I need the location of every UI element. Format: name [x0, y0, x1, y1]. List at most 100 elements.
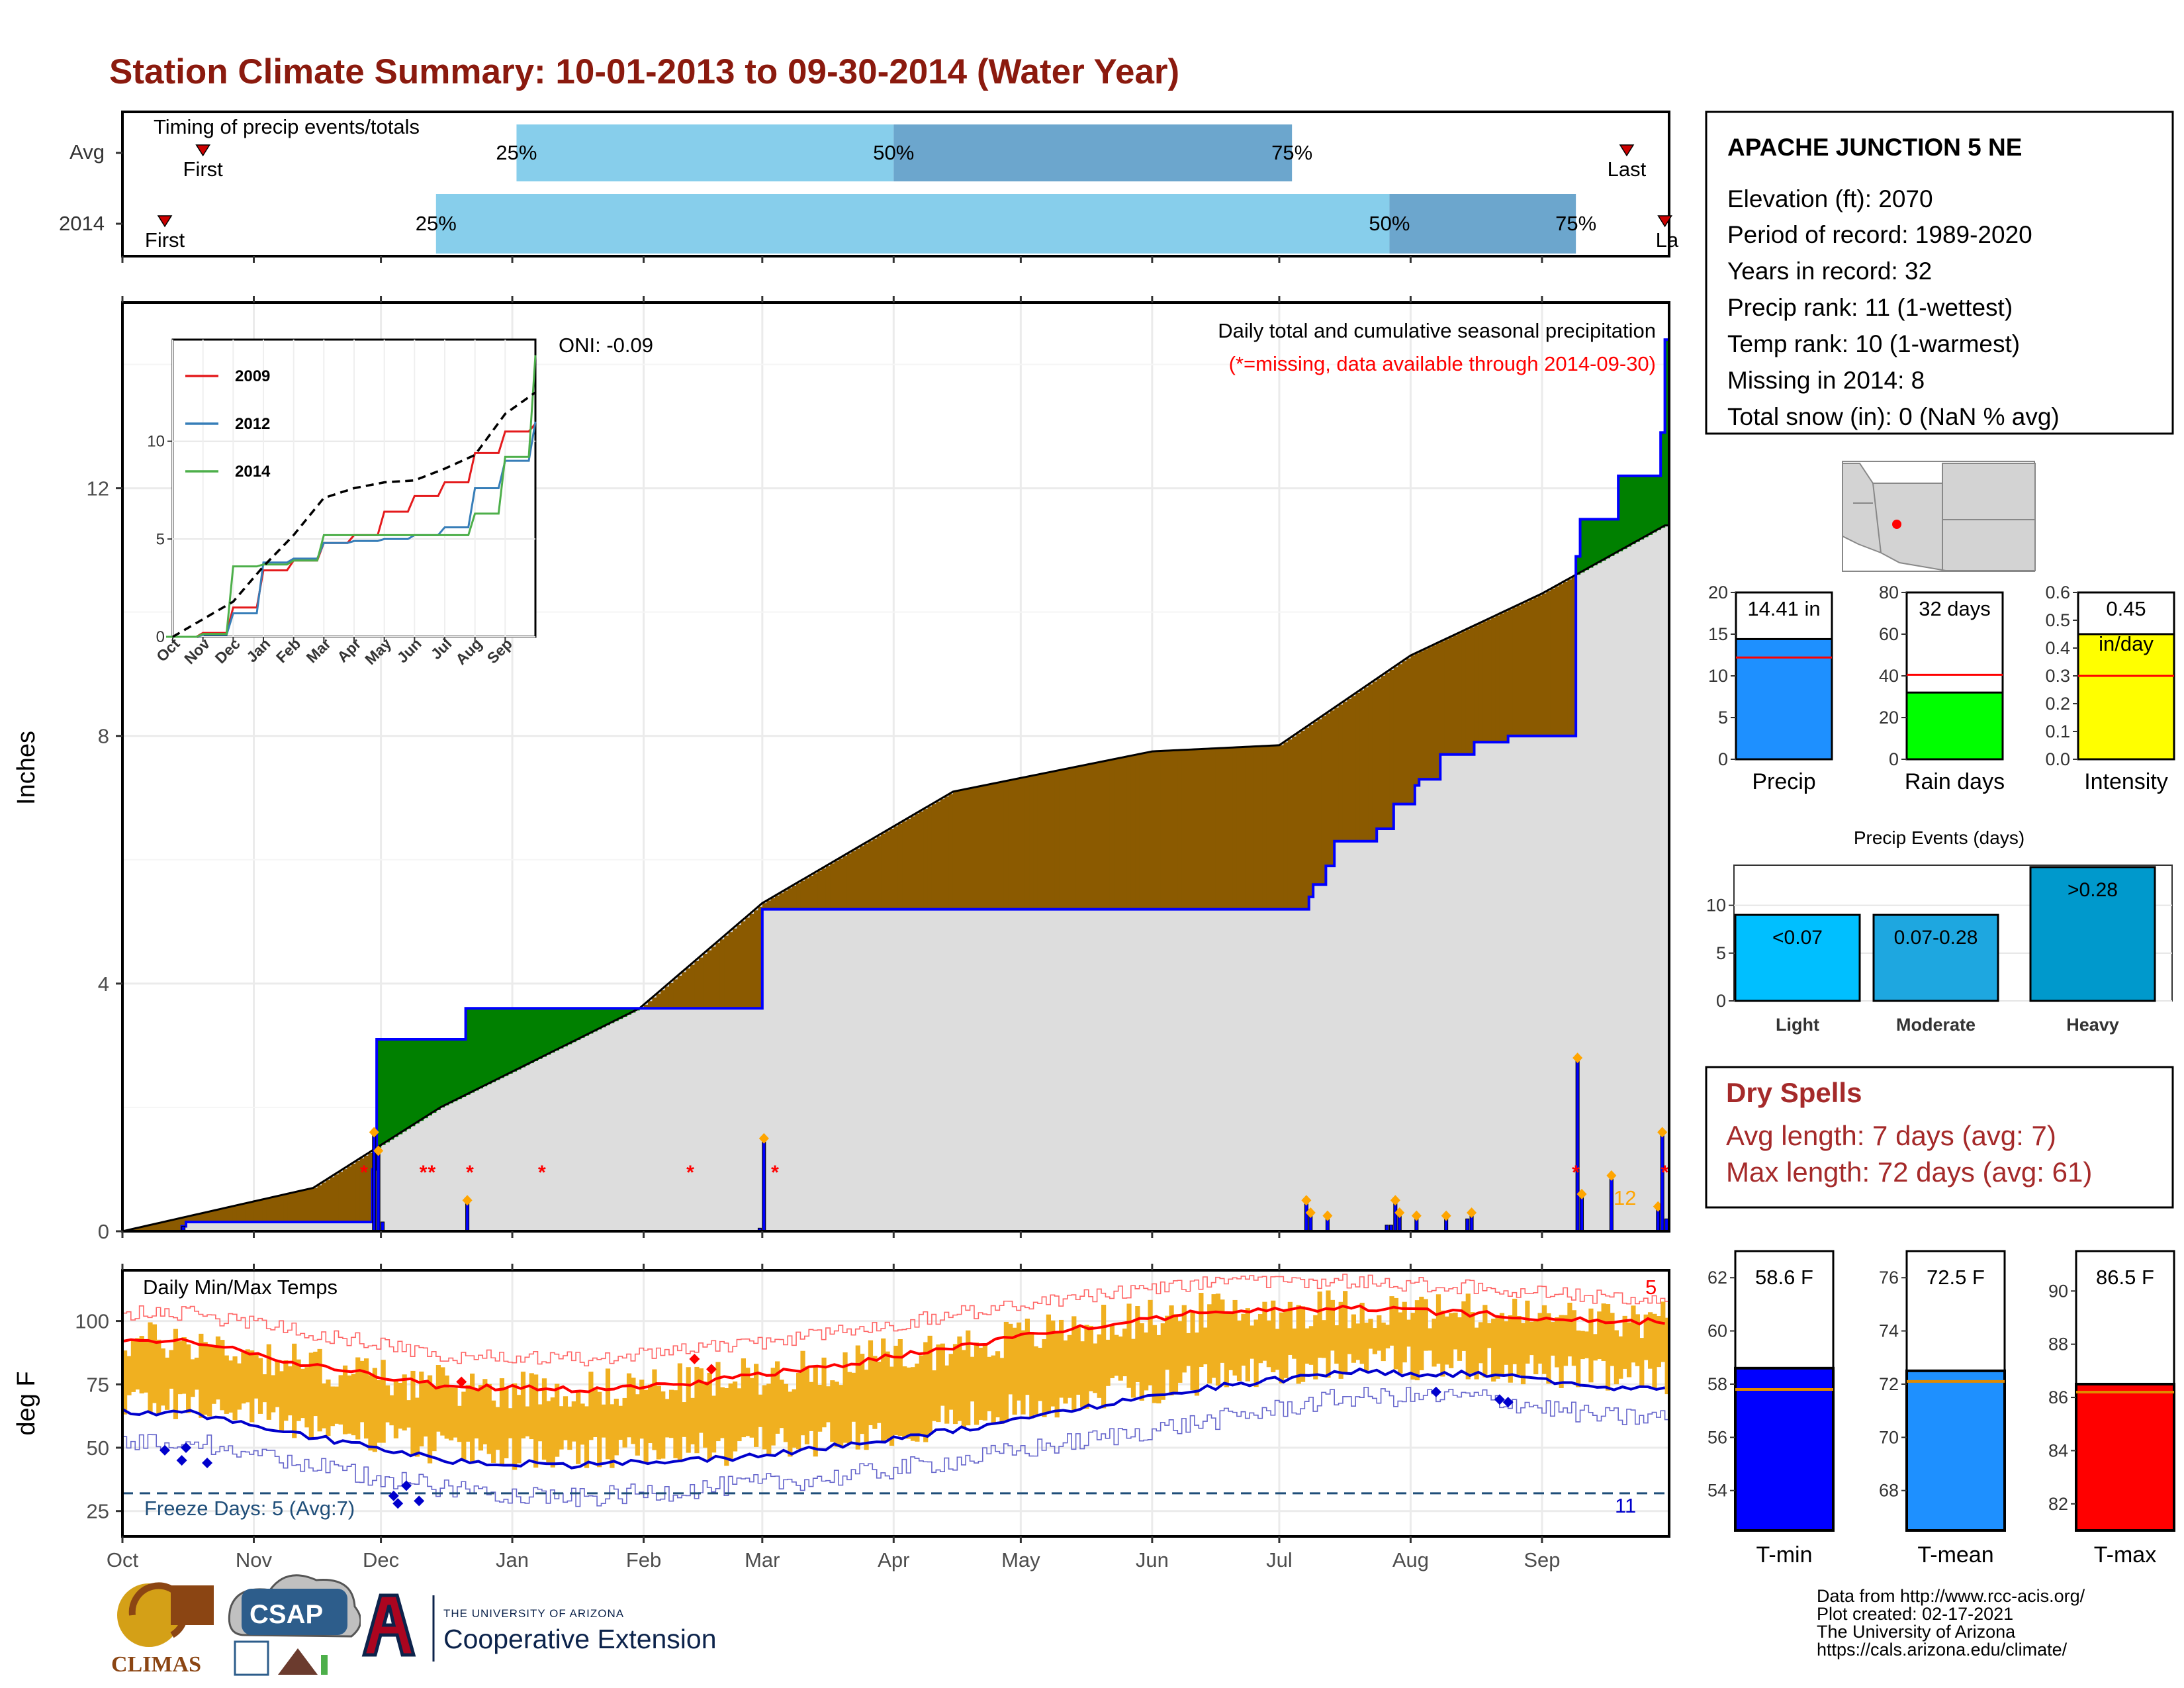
precip-anomaly-slice [190, 1215, 195, 1222]
daily-temp-bar [1194, 1332, 1200, 1396]
daily-temp-bar [809, 1382, 814, 1431]
precip-anomaly-slice [461, 1039, 467, 1098]
daily-temp-bar [779, 1380, 784, 1429]
precip-anomaly-slice [228, 1207, 234, 1222]
precip-anomaly-slice [580, 1008, 585, 1038]
precip-anomaly-slice [800, 880, 805, 910]
daily-temp-bar [999, 1358, 1005, 1424]
daily-temp-bar [1029, 1332, 1034, 1419]
daily-temp-bar [520, 1372, 526, 1438]
temp-bar-ytick-label: 68 [1879, 1481, 1899, 1501]
daily-temp-bar [1101, 1305, 1107, 1409]
daily-temp-bar [839, 1385, 844, 1446]
precip-anomaly-slice [715, 943, 721, 1009]
daily-temp-bar [682, 1402, 687, 1437]
daily-temp-bar [864, 1370, 869, 1450]
daily-temp-bar [1080, 1341, 1085, 1407]
precip-anomaly-slice [1135, 755, 1140, 910]
daily-temp-bar [885, 1351, 890, 1440]
precip-anomaly-slice [732, 928, 737, 1009]
daily-precip-bar [762, 1138, 766, 1232]
daily-temp-bar [1071, 1316, 1077, 1411]
daily-temp-bar [351, 1374, 356, 1436]
daily-temp-bar [715, 1362, 721, 1442]
precip-anomaly-slice [999, 782, 1005, 910]
temp-bar-ytick-label: 84 [2048, 1440, 2068, 1460]
precip-anomaly-slice [1271, 745, 1276, 910]
daily-temp-bar [262, 1374, 267, 1403]
daily-temp-bar [1203, 1327, 1208, 1365]
daily-temp-bar [804, 1366, 810, 1444]
precip-anomaly-slice [541, 1008, 547, 1057]
precip-anomaly-slice [220, 1209, 225, 1222]
precip-anomaly-slice [546, 1008, 551, 1055]
precip-anomaly-slice [1186, 749, 1191, 910]
daily-temp-bar [902, 1366, 907, 1438]
daily-temp-bar [1088, 1325, 1094, 1391]
mini-bar-ytick-label: 0.6 [2045, 583, 2070, 602]
daily-temp-bar [122, 1350, 128, 1415]
precip-anomaly-slice [1419, 651, 1424, 780]
daily-temp-bar [1105, 1339, 1111, 1386]
daily-temp-bar [453, 1387, 458, 1438]
precip-anomaly-slice [1385, 673, 1390, 829]
daily-temp-bar [1618, 1336, 1623, 1379]
precip-anomaly-slice [271, 1197, 276, 1222]
precip-anomaly-slice [495, 1008, 500, 1080]
daily-temp-bar [1232, 1299, 1238, 1376]
precip-anomaly-slice [948, 794, 954, 910]
precip-anomaly-slice [682, 972, 687, 1009]
temp-panel: 25 50 75 100 Daily Min/Max Temps 5 11 Freez… [13, 1231, 1670, 1571]
daily-temp-bar [1457, 1317, 1463, 1361]
precip-anomaly-slice [377, 1039, 382, 1148]
precip-anomaly-slice [1428, 647, 1433, 780]
daily-temp-bar [1313, 1315, 1318, 1380]
daily-temp-bar [834, 1382, 839, 1447]
precip-anomaly-slice [745, 917, 751, 1009]
precip-anomaly-slice [978, 786, 983, 910]
daily-temp-bar [842, 1352, 848, 1443]
daily-temp-bar [664, 1399, 670, 1438]
precip-anomaly-slice [1470, 627, 1475, 755]
precip-event-marker [1572, 1053, 1583, 1064]
daily-temp-bar [414, 1397, 420, 1457]
daily-temp-bar [169, 1350, 174, 1389]
precip-anomaly-slice [359, 1158, 365, 1222]
precip-anomaly-slice [855, 848, 860, 910]
daily-temp-bar [1410, 1313, 1416, 1380]
daily-temp-bar [635, 1394, 640, 1456]
daily-temp-bar [423, 1380, 428, 1437]
daily-temp-bar [537, 1404, 543, 1442]
precip-anomaly-slice [1059, 770, 1064, 910]
daily-temp-bar [1097, 1334, 1102, 1398]
precip-anomaly-slice [1440, 641, 1445, 755]
daily-temp-bar [296, 1359, 301, 1421]
precip-anomaly-slice [931, 804, 936, 910]
precip-event-marker [1657, 1127, 1668, 1138]
precip-anomaly-slice [897, 823, 903, 910]
mini-bar-value-label: 0.45 [2106, 597, 2146, 620]
precip-anomaly-slice [440, 1039, 445, 1107]
precip-anomaly-slice [936, 801, 941, 910]
precip-anomaly-slice [1520, 603, 1525, 736]
precip-anomaly-slice [1516, 605, 1522, 736]
daily-temp-bar [203, 1342, 208, 1415]
precip-event-marker [1576, 1188, 1587, 1199]
precip-anomaly-slice [1139, 753, 1144, 910]
daily-temp-bar [927, 1335, 933, 1434]
daily-temp-bar [1432, 1318, 1437, 1367]
precip-anomaly-slice [241, 1204, 246, 1222]
daily-temp-bar [1033, 1346, 1038, 1415]
daily-temp-bar [266, 1344, 271, 1420]
daily-temp-bar [1253, 1319, 1259, 1387]
daily-temp-bar [1317, 1291, 1322, 1358]
daily-temp-bar [508, 1408, 513, 1438]
daily-temp-bar [449, 1387, 454, 1440]
station-line: Elevation (ft): 2070 [1727, 185, 1933, 212]
temp-bar-ytick-label: 82 [2048, 1494, 2068, 1514]
station-line: Years in record: 32 [1727, 258, 1932, 285]
daily-precip-bar [381, 1221, 385, 1232]
daily-temp-bar [1444, 1316, 1449, 1365]
daily-temp-bar [232, 1356, 238, 1421]
daily-temp-bar [1398, 1312, 1403, 1374]
